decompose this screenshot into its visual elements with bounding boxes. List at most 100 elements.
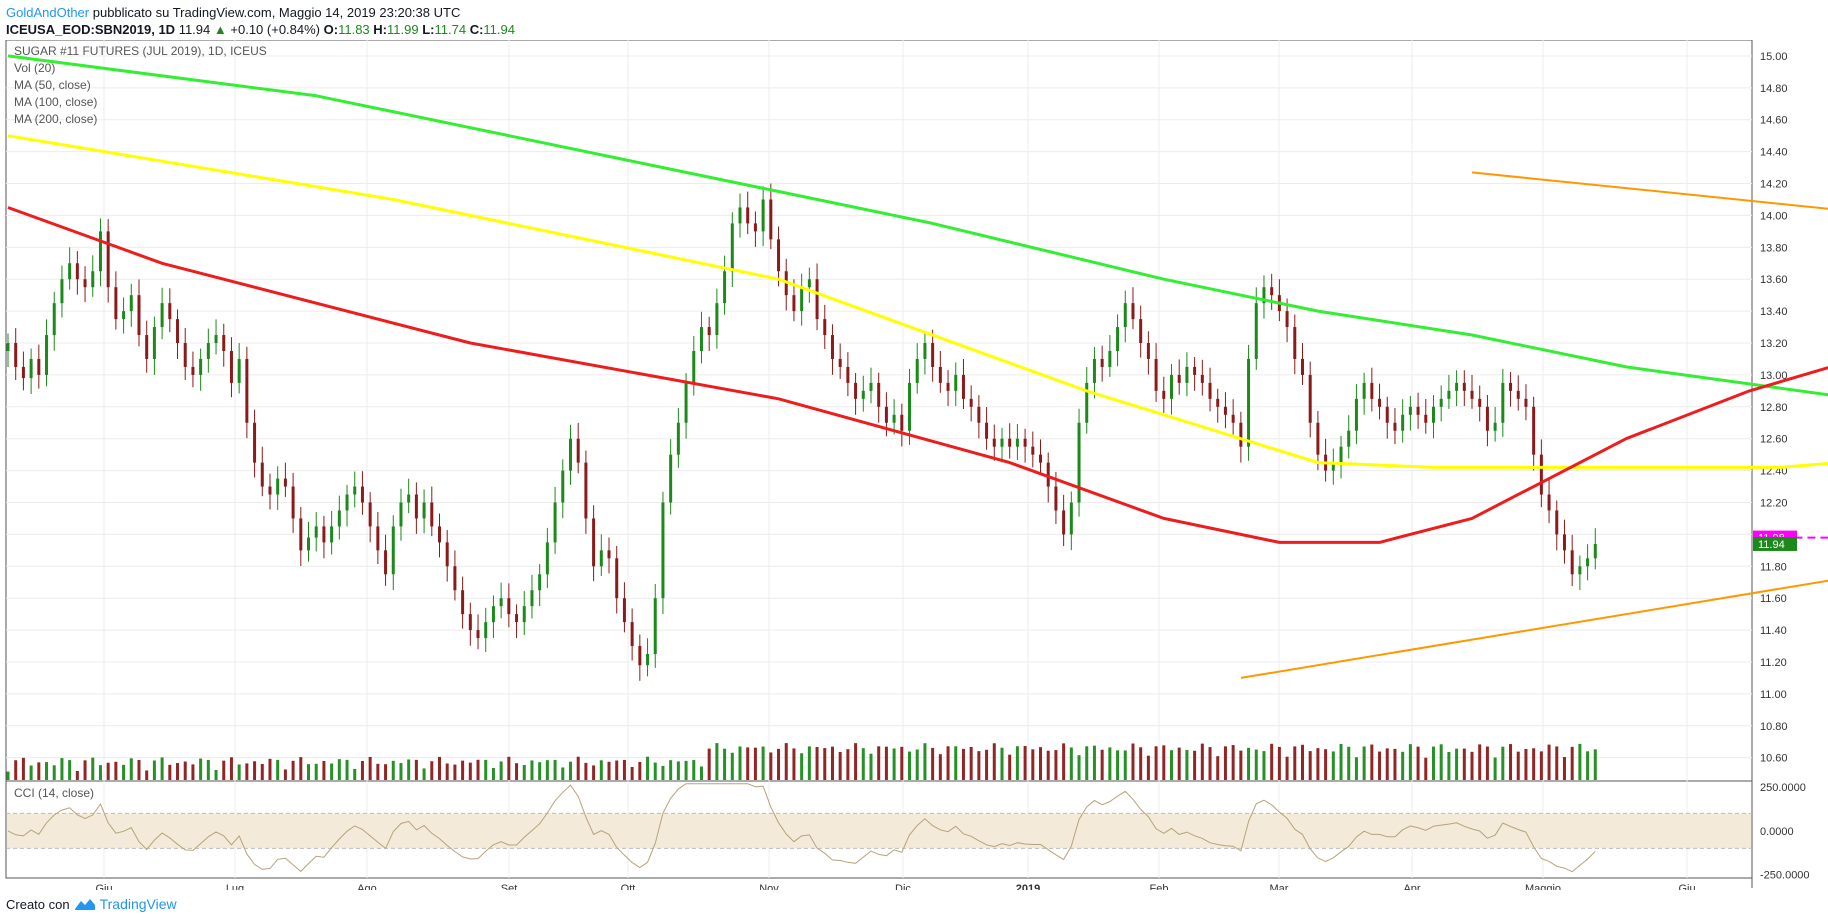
candle-body [229, 350, 233, 383]
candle-body [646, 654, 650, 666]
price-chart[interactable]: 15.00 14.80 14.60 14.40 14.20 14.00 13.80 13.60… [0, 40, 1828, 890]
volume-bar [322, 761, 326, 780]
volume-bar [330, 763, 334, 780]
volume-bar [1393, 748, 1397, 780]
candle-body [807, 279, 811, 288]
candle-body [445, 542, 449, 567]
volume-bar [168, 764, 172, 780]
volume-bar [384, 764, 388, 780]
candle-body [114, 287, 118, 320]
volume-bar [1339, 743, 1343, 780]
volume-bar [669, 760, 673, 780]
candle-body [738, 207, 742, 224]
volume-bar [229, 757, 233, 780]
candle-body [1416, 406, 1420, 415]
candle-body [1046, 462, 1050, 487]
candle-body [1547, 494, 1551, 511]
volume-bar [1509, 744, 1513, 780]
candle-body [1370, 382, 1374, 399]
volume-bar [422, 768, 426, 780]
volume-bar [160, 757, 164, 780]
last-price-label: 11.94 [1758, 539, 1785, 551]
volume-bar [761, 746, 765, 780]
candle-body [45, 335, 49, 375]
candle-body [422, 502, 426, 519]
price-tick-label: 14.00 [1760, 210, 1788, 222]
candle-body [1393, 422, 1397, 431]
volume-bar [206, 759, 210, 780]
symbol-line: ICEUSA_EOD:SBN2019, 1D 11.94 ▲ +0.10 (+0… [6, 22, 515, 37]
candle-body [1455, 382, 1459, 391]
candle-body [360, 486, 364, 503]
candle-body [1216, 398, 1220, 407]
volume-bar [437, 756, 441, 780]
volume-bar [977, 751, 981, 780]
price-tick-label: 11.80 [1760, 561, 1787, 573]
volume-bar [1077, 755, 1081, 780]
candle-body [1015, 438, 1019, 447]
candle-body [869, 382, 873, 391]
volume-bar [661, 765, 665, 780]
volume-bar [106, 762, 110, 780]
candle-body [145, 335, 149, 359]
candle-body [1539, 454, 1543, 495]
candle-body [1170, 374, 1174, 399]
volume-bar [1085, 746, 1089, 780]
candle-body [622, 598, 626, 623]
volume-bar [1362, 746, 1366, 780]
upper-trendline [1471, 171, 1828, 210]
volume-bar [561, 767, 565, 780]
x-tick-label: 2019 [1016, 883, 1040, 890]
candle-body [1501, 382, 1505, 423]
tradingview-link[interactable]: TradingView [99, 896, 177, 912]
volume-bar [445, 763, 449, 780]
volume-bar [1116, 750, 1120, 780]
volume-bar [1223, 746, 1227, 780]
candle-body [499, 598, 503, 607]
candle-body [453, 566, 457, 591]
x-tick-label: Nov [759, 883, 779, 890]
candle-body [630, 622, 634, 647]
candle-body [260, 462, 264, 487]
volume-bar [877, 746, 881, 780]
candle-body [638, 646, 642, 666]
candle-body [615, 558, 619, 599]
volume-bar [1100, 749, 1104, 780]
volume-bar [1000, 747, 1004, 780]
candle-body [1401, 414, 1405, 431]
candle-body [1139, 319, 1143, 344]
candle-body [746, 207, 750, 224]
candle-body [1254, 303, 1258, 359]
volume-bar [1162, 745, 1166, 780]
volume-bar [1039, 747, 1043, 780]
candle-body [676, 422, 680, 455]
volume-bar [753, 747, 757, 780]
x-tick-label: Dic [895, 883, 911, 890]
candle-body [530, 590, 534, 607]
price-tick-label: 11.60 [1760, 593, 1787, 605]
volume-bar [114, 761, 118, 780]
x-tick-label: Set [501, 883, 518, 890]
volume-bar [21, 757, 25, 780]
volume-bar [253, 761, 257, 780]
footer: Creato con TradingView [6, 896, 177, 912]
candle-body [507, 598, 511, 615]
price-tick-label: 11.00 [1760, 689, 1787, 701]
volume-bar [1501, 746, 1505, 780]
low-value: 11.74 [434, 22, 467, 37]
volume-bar [1385, 748, 1389, 780]
legend-item: Vol (20) [14, 61, 55, 75]
candle-body [1578, 566, 1582, 575]
candle-body [330, 526, 334, 543]
volume-bar [985, 749, 989, 780]
candle-body [1509, 382, 1513, 391]
volume-bar [1447, 752, 1451, 780]
candle-body [1293, 327, 1297, 359]
volume-bar [245, 763, 249, 780]
volume-bar [98, 765, 102, 780]
author-link[interactable]: GoldAndOther [6, 5, 90, 20]
volume-bar [491, 767, 495, 780]
candle-body [1039, 454, 1043, 463]
candle-body [468, 614, 472, 631]
publication-line: GoldAndOther pubblicato su TradingView.c… [6, 5, 460, 20]
